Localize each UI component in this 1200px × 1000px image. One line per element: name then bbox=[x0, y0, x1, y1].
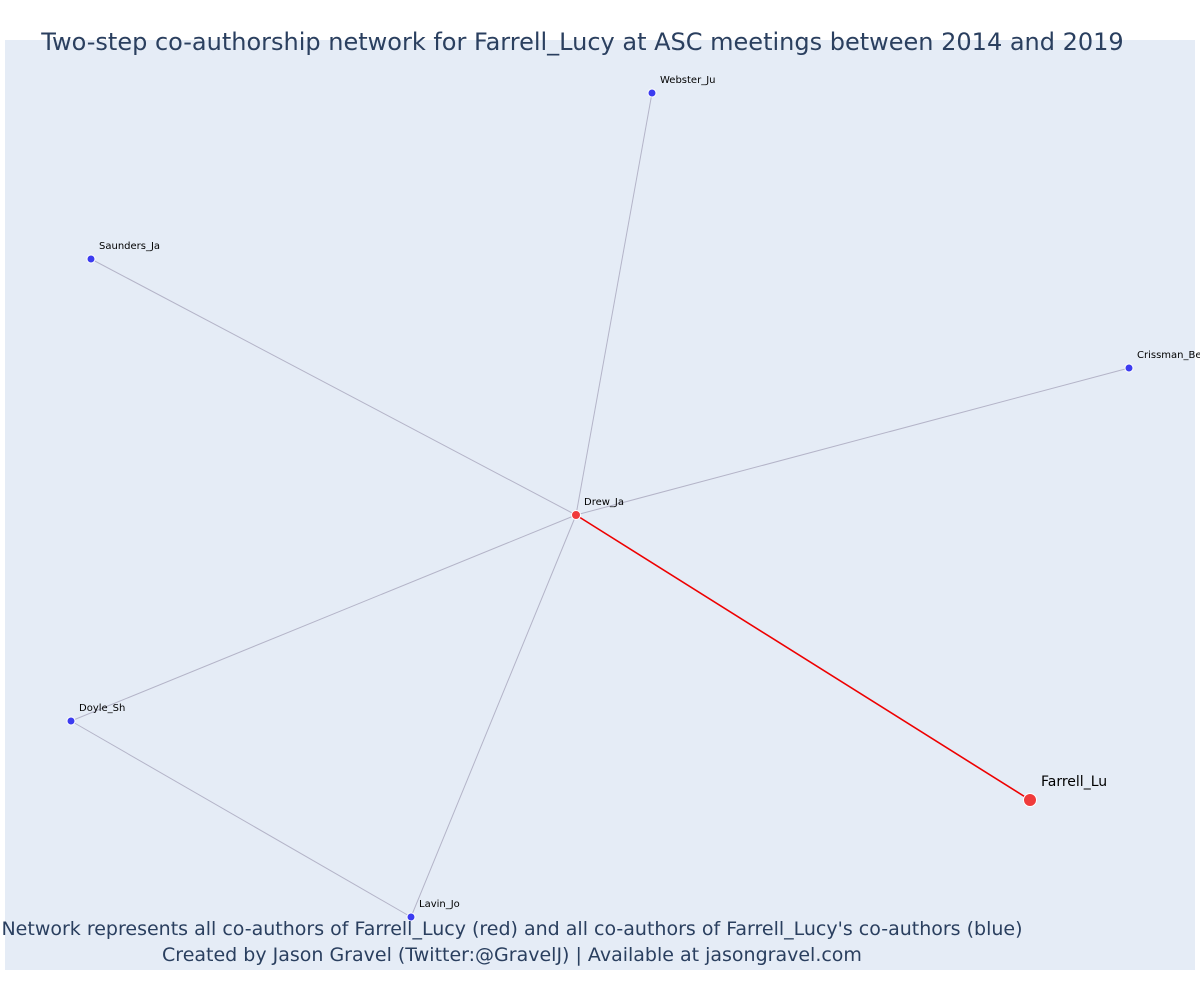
chart-title: Two-step co-authorship network for Farre… bbox=[41, 28, 1124, 56]
node-label-Crissman_Be: Crissman_Be bbox=[1137, 350, 1200, 361]
node-Doyle_Sh[interactable] bbox=[66, 716, 76, 726]
node-Crissman_Be[interactable] bbox=[1124, 363, 1134, 373]
node-label-Drew_Ja: Drew_Ja bbox=[584, 497, 624, 508]
edge-Drew_Ja-Saunders_Ja bbox=[90, 258, 577, 516]
node-Drew_Ja[interactable] bbox=[571, 510, 581, 520]
node-label-Lavin_Jo: Lavin_Jo bbox=[419, 899, 460, 910]
edge-Doyle_Sh-Lavin_Jo bbox=[70, 720, 412, 918]
edge-Drew_Ja-Doyle_Sh bbox=[70, 514, 577, 722]
node-label-Webster_Ju: Webster_Ju bbox=[660, 75, 715, 86]
node-Saunders_Ja[interactable] bbox=[86, 254, 96, 264]
nodes-layer bbox=[66, 88, 1134, 922]
node-Webster_Ju[interactable] bbox=[647, 88, 657, 98]
plot-area bbox=[5, 40, 1195, 970]
edge-Drew_Ja-Farrell_Lu bbox=[575, 514, 1031, 801]
node-Lavin_Jo[interactable] bbox=[406, 912, 416, 922]
node-Farrell_Lu[interactable] bbox=[1023, 793, 1037, 807]
caption-line-1: Network represents all co-authors of Far… bbox=[1, 918, 1023, 940]
node-label-Saunders_Ja: Saunders_Ja bbox=[99, 241, 160, 252]
node-label-Doyle_Sh: Doyle_Sh bbox=[79, 703, 125, 714]
caption-line-2: Created by Jason Gravel (Twitter:@Gravel… bbox=[162, 944, 862, 966]
edge-Drew_Ja-Lavin_Jo bbox=[410, 514, 577, 918]
labels-layer: Farrell_Lu Drew_Ja Webster_Ju Saunders_Ja Cr… bbox=[79, 75, 1200, 910]
node-label-Farrell_Lu: Farrell_Lu bbox=[1041, 774, 1107, 790]
edge-Drew_Ja-Crissman_Be bbox=[575, 367, 1130, 516]
edges-layer bbox=[70, 92, 1130, 918]
edge-Drew_Ja-Webster_Ju bbox=[575, 92, 653, 516]
